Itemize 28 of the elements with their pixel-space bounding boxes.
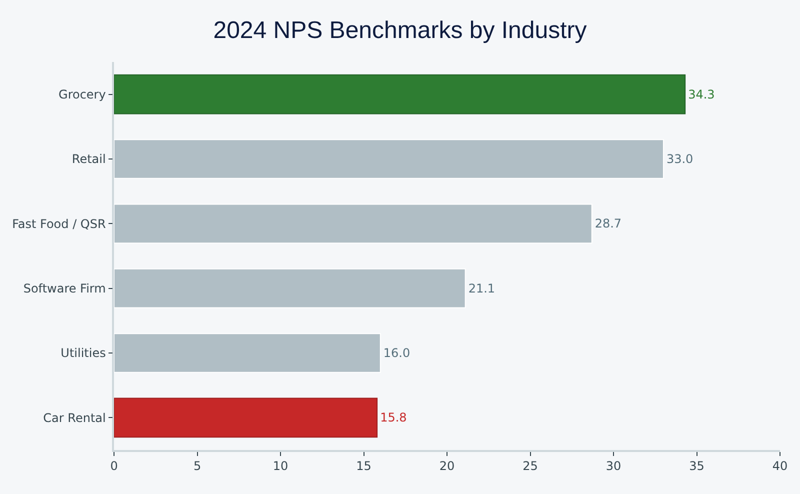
bar bbox=[114, 398, 378, 438]
bar bbox=[114, 204, 592, 244]
bar bbox=[114, 74, 686, 114]
y-tick-label: Retail bbox=[72, 152, 106, 166]
bar bbox=[114, 333, 381, 373]
y-tick-label: Utilities bbox=[60, 346, 106, 360]
data-label: 34.3 bbox=[688, 87, 715, 102]
data-label: 33.0 bbox=[666, 152, 694, 166]
data-label: 21.1 bbox=[468, 281, 496, 296]
y-tick-label: Grocery bbox=[58, 88, 106, 102]
bar bbox=[114, 139, 664, 179]
x-tick-label: 5 bbox=[193, 459, 202, 474]
x-tick-label: 10 bbox=[272, 459, 288, 474]
x-tick-label: 40 bbox=[772, 459, 788, 474]
chart-title: 2024 NPS Benchmarks by Industry bbox=[213, 17, 587, 44]
data-label: 28.7 bbox=[594, 216, 622, 231]
x-tick-label: 20 bbox=[439, 459, 455, 474]
x-tick-label: 35 bbox=[689, 459, 704, 474]
y-tick-label: Fast Food / QSR bbox=[12, 216, 106, 231]
y-tick-label: Software Firm bbox=[23, 282, 106, 296]
x-tick-label: 15 bbox=[356, 459, 372, 474]
x-tick-label: 30 bbox=[606, 459, 622, 474]
y-tick-label: Car Rental bbox=[43, 410, 106, 425]
x-tick-label: 0 bbox=[110, 459, 118, 474]
data-label: 16.0 bbox=[383, 346, 410, 360]
bar bbox=[114, 268, 466, 308]
x-tick-label: 25 bbox=[522, 459, 538, 474]
data-label: 15.8 bbox=[380, 410, 407, 425]
